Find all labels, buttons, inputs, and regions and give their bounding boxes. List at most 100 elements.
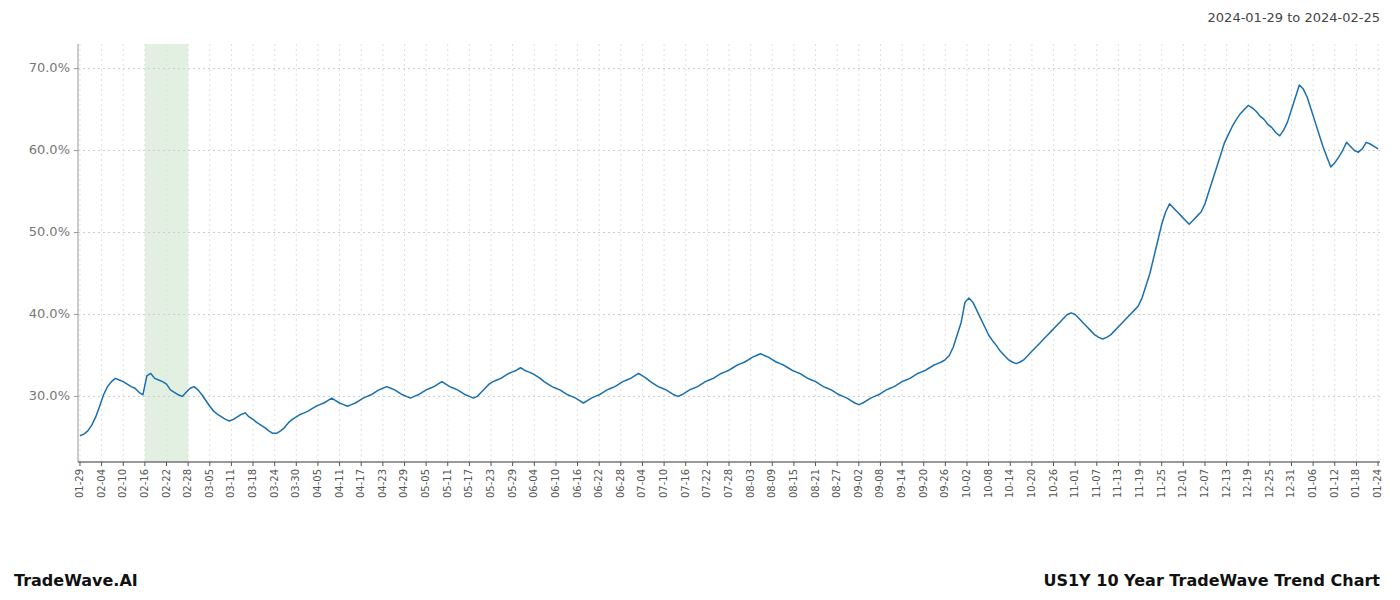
x-tick (988, 462, 989, 466)
x-tick-label: 09-08 (874, 469, 885, 498)
x-grid-line (404, 44, 405, 462)
x-grid-line (491, 44, 492, 462)
subtitle: 2024-01-29 to 2024-02-25 (1208, 10, 1380, 25)
x-tick (1183, 462, 1184, 466)
x-grid-line (426, 44, 427, 462)
x-tick (1356, 462, 1357, 466)
x-grid-line (188, 44, 189, 462)
x-tick-label: 08-03 (745, 469, 756, 498)
x-tick-label: 04-11 (334, 469, 345, 498)
x-grid-line (555, 44, 556, 462)
x-tick-label: 03-11 (225, 469, 236, 498)
x-grid-line (1226, 44, 1227, 462)
x-tick-label: 11-19 (1134, 469, 1145, 498)
x-tick-label: 03-24 (269, 469, 280, 498)
x-tick-label: 12-31 (1285, 469, 1296, 498)
x-grid-line (1161, 44, 1162, 462)
x-grid-line (253, 44, 254, 462)
x-grid-line (1075, 44, 1076, 462)
x-grid-line (793, 44, 794, 462)
x-tick (534, 462, 535, 466)
x-tick-label: 08-21 (810, 469, 821, 498)
x-tick-label: 12-19 (1242, 469, 1253, 498)
x-tick-label: 01-29 (74, 469, 85, 498)
x-tick-label: 05-17 (463, 469, 474, 498)
x-tick-label: 07-10 (658, 469, 669, 498)
x-tick-label: 06-16 (572, 469, 583, 498)
x-grid-line (317, 44, 318, 462)
x-tick-label: 09-20 (918, 469, 929, 498)
y-tick-label: 70.0% (29, 60, 70, 75)
y-tick (74, 232, 78, 233)
x-tick-label: 02-10 (117, 469, 128, 498)
x-grid-line (664, 44, 665, 462)
x-grid-line (1053, 44, 1054, 462)
x-tick-label: 07-04 (636, 469, 647, 498)
x-grid-line (1118, 44, 1119, 462)
x-tick (966, 462, 967, 466)
x-tick (317, 462, 318, 466)
x-tick-label: 11-25 (1156, 469, 1167, 498)
x-tick (123, 462, 124, 466)
x-tick (772, 462, 773, 466)
x-tick-label: 03-30 (290, 469, 301, 498)
x-tick (1334, 462, 1335, 466)
x-tick (902, 462, 903, 466)
x-tick-label: 12-25 (1264, 469, 1275, 498)
y-tick (74, 150, 78, 151)
x-grid-line (469, 44, 470, 462)
x-tick-label: 11-01 (1069, 469, 1080, 498)
x-tick (469, 462, 470, 466)
x-grid-line (1096, 44, 1097, 462)
x-tick (923, 462, 924, 466)
x-tick-label: 02-22 (161, 469, 172, 498)
x-tick-label: 06-28 (615, 469, 626, 498)
x-grid-line (599, 44, 600, 462)
x-tick (1010, 462, 1011, 466)
x-tick-label: 08-15 (788, 469, 799, 498)
x-tick-label: 12-01 (1177, 469, 1188, 498)
x-grid-line (1140, 44, 1141, 462)
x-grid-line (1204, 44, 1205, 462)
x-tick (253, 462, 254, 466)
x-tick-label: 07-22 (701, 469, 712, 498)
x-tick (1313, 462, 1314, 466)
x-grid-line (902, 44, 903, 462)
x-tick (1053, 462, 1054, 466)
x-tick (166, 462, 167, 466)
x-grid-line (1183, 44, 1184, 462)
x-grid-line (123, 44, 124, 462)
x-grid-line (642, 44, 643, 462)
x-grid-line (166, 44, 167, 462)
x-grid-line (880, 44, 881, 462)
x-grid-line (923, 44, 924, 462)
axes: 30.0%40.0%50.0%60.0%70.0%01-2902-0402-10… (29, 44, 1383, 498)
x-grid-line (707, 44, 708, 462)
x-tick (815, 462, 816, 466)
x-tick-label: 06-04 (528, 469, 539, 498)
x-tick (1204, 462, 1205, 466)
x-tick (404, 462, 405, 466)
x-grid-line (945, 44, 946, 462)
x-tick-label: 10-08 (983, 469, 994, 498)
x-grid-line (339, 44, 340, 462)
x-grid-line (837, 44, 838, 462)
x-tick-label: 07-16 (680, 469, 691, 498)
x-grid-line (1010, 44, 1011, 462)
x-grid-line (815, 44, 816, 462)
x-grid-line (988, 44, 989, 462)
x-grid-line (1269, 44, 1270, 462)
x-tick-label: 10-14 (1004, 469, 1015, 498)
x-tick (620, 462, 621, 466)
x-tick (231, 462, 232, 466)
x-tick (144, 462, 145, 466)
series (80, 85, 1378, 436)
x-tick-label: 10-26 (1048, 469, 1059, 498)
x-tick (1378, 462, 1379, 466)
x-tick (1161, 462, 1162, 466)
x-tick (729, 462, 730, 466)
x-tick (880, 462, 881, 466)
y-axis-line (78, 44, 79, 462)
x-tick-label: 06-10 (550, 469, 561, 498)
x-tick (642, 462, 643, 466)
